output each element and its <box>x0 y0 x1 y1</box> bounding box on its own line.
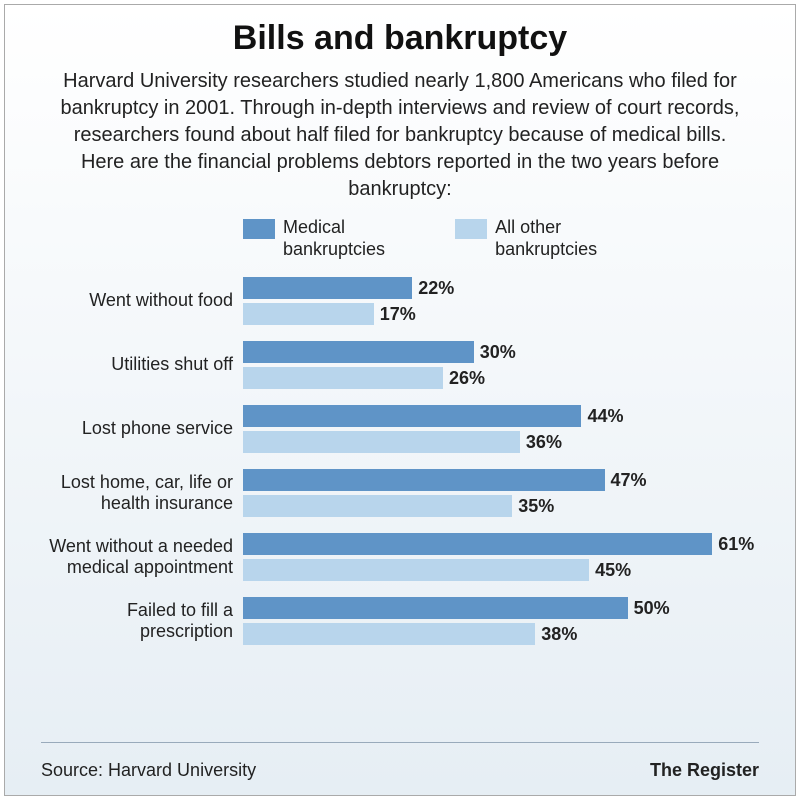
bar-other <box>243 495 512 517</box>
bar-wrap: 47% <box>243 468 767 492</box>
legend-label-medical: Medical bankruptcies <box>283 217 385 260</box>
bar-chart: Went without food22%17%Utilities shut of… <box>43 274 767 648</box>
legend-item-medical: Medical bankruptcies <box>243 217 385 260</box>
bar-value-label: 44% <box>587 406 623 427</box>
legend-label-other: All other bankruptcies <box>495 217 597 260</box>
bar-other <box>243 623 535 645</box>
bar-pair: 47% 35% <box>243 466 767 520</box>
footer: Source: Harvard University The Register <box>41 760 759 781</box>
bar-value-label: 35% <box>518 496 554 517</box>
bar-medical <box>243 405 581 427</box>
bar-value-label: 26% <box>449 368 485 389</box>
bar-medical <box>243 341 474 363</box>
category-label: Lost phone service <box>43 418 243 440</box>
chart-row: Lost home, car, life or health insurance… <box>43 466 767 520</box>
category-label: Utilities shut off <box>43 354 243 376</box>
bar-other <box>243 367 443 389</box>
bar-wrap: 50% <box>243 596 767 620</box>
chart-title: Bills and bankruptcy <box>33 19 767 58</box>
bar-value-label: 38% <box>541 624 577 645</box>
publication-text: The Register <box>650 760 759 781</box>
category-label: Failed to fill a prescription <box>43 600 243 643</box>
footer-rule <box>41 742 759 743</box>
bar-wrap: 45% <box>243 558 767 582</box>
bar-value-label: 30% <box>480 342 516 363</box>
bar-value-label: 50% <box>634 598 670 619</box>
bar-value-label: 45% <box>595 560 631 581</box>
bar-value-label: 36% <box>526 432 562 453</box>
category-label: Went without a needed medical appointmen… <box>43 536 243 579</box>
bar-value-label: 61% <box>718 534 754 555</box>
bar-wrap: 36% <box>243 430 767 454</box>
bar-pair: 61% 45% <box>243 530 767 584</box>
legend-swatch-medical <box>243 219 275 239</box>
chart-frame: Bills and bankruptcy Harvard University … <box>4 4 796 796</box>
bar-wrap: 61% <box>243 532 767 556</box>
category-label: Went without food <box>43 290 243 312</box>
bar-wrap: 35% <box>243 494 767 518</box>
bar-wrap: 44% <box>243 404 767 428</box>
bar-medical <box>243 469 605 491</box>
legend-item-other: All other bankruptcies <box>455 217 597 260</box>
bar-medical <box>243 277 412 299</box>
bar-pair: 30%26% <box>243 338 767 392</box>
bar-pair: 50% 38% <box>243 594 767 648</box>
bar-value-label: 22% <box>418 278 454 299</box>
chart-row: Went without food22%17% <box>43 274 767 328</box>
legend: Medical bankruptcies All other bankruptc… <box>243 217 767 260</box>
bar-wrap: 30% <box>243 340 767 364</box>
bar-medical <box>243 597 628 619</box>
source-text: Source: Harvard University <box>41 760 256 781</box>
bar-value-label: 47% <box>611 470 647 491</box>
bar-value-label: 17% <box>380 304 416 325</box>
bar-other <box>243 559 589 581</box>
bar-pair: 44% 36% <box>243 402 767 456</box>
chart-row: Utilities shut off30%26% <box>43 338 767 392</box>
bar-wrap: 38% <box>243 622 767 646</box>
chart-row: Lost phone service 44% 36% <box>43 402 767 456</box>
bar-other <box>243 303 374 325</box>
bar-other <box>243 431 520 453</box>
chart-row: Went without a needed medical appointmen… <box>43 530 767 584</box>
bar-pair: 22%17% <box>243 274 767 328</box>
chart-subtitle: Harvard University researchers studied n… <box>50 68 750 203</box>
bar-wrap: 22% <box>243 276 767 300</box>
legend-swatch-other <box>455 219 487 239</box>
bar-wrap: 17% <box>243 302 767 326</box>
bar-wrap: 26% <box>243 366 767 390</box>
bar-medical <box>243 533 712 555</box>
category-label: Lost home, car, life or health insurance <box>43 472 243 515</box>
chart-row: Failed to fill a prescription 50% 38% <box>43 594 767 648</box>
